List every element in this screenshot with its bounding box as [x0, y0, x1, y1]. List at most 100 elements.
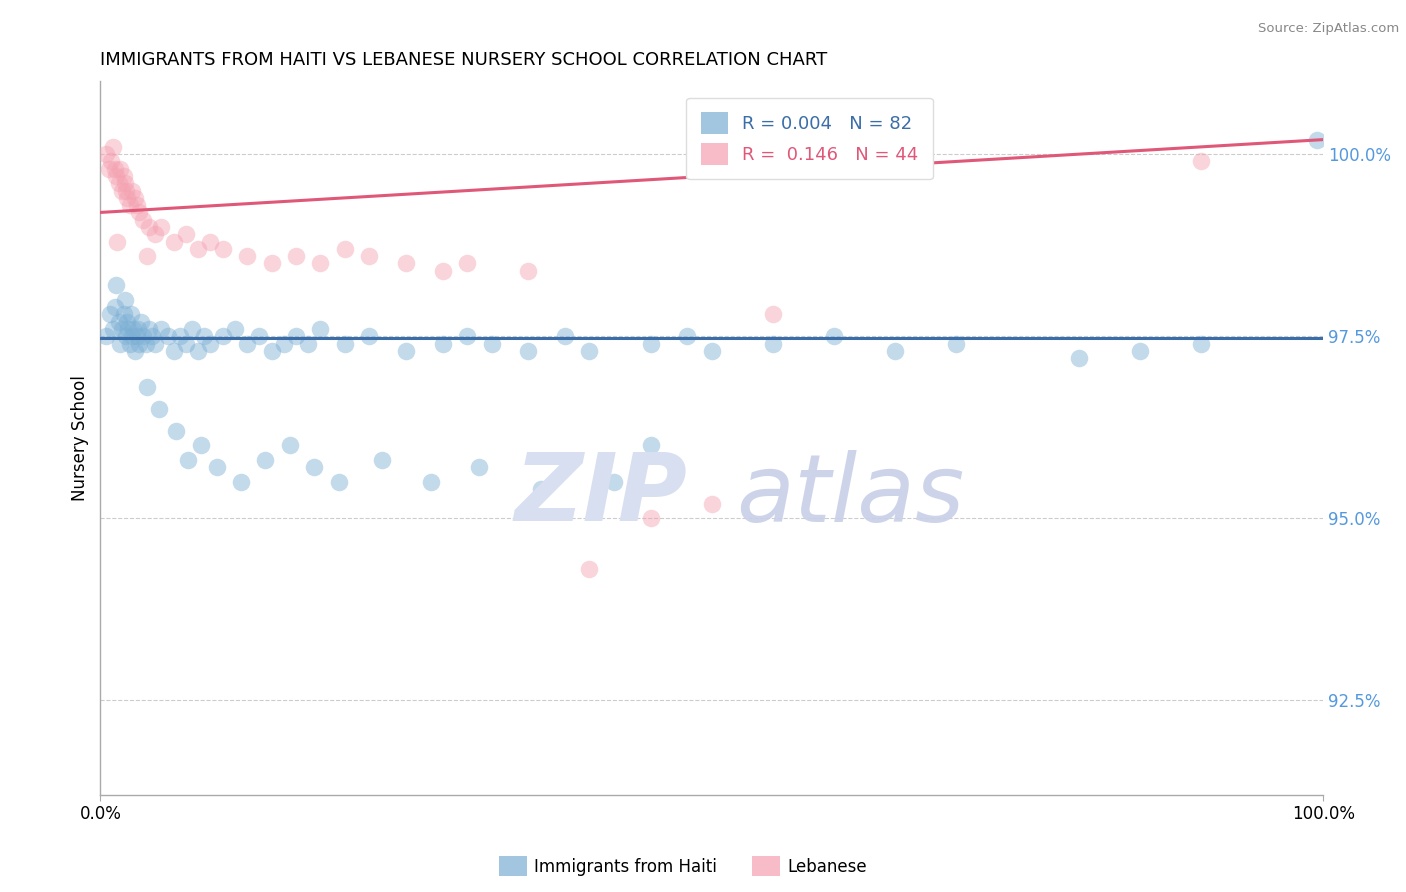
- Point: [823, 329, 845, 343]
- Point: [419, 475, 441, 489]
- Point: [100, 154, 122, 169]
- Point: [309, 256, 332, 270]
- Point: [135, 336, 157, 351]
- Point: [578, 562, 600, 576]
- Point: [118, 198, 141, 212]
- Point: [359, 329, 381, 343]
- Point: [328, 475, 350, 489]
- Text: ZIP: ZIP: [515, 450, 688, 541]
- Point: [529, 482, 551, 496]
- Point: [456, 329, 478, 343]
- Point: [125, 329, 148, 343]
- Point: [165, 424, 187, 438]
- Point: [120, 307, 142, 321]
- Point: [640, 336, 662, 351]
- Point: [117, 315, 139, 329]
- Point: [432, 263, 454, 277]
- Point: [432, 336, 454, 351]
- Point: [554, 329, 576, 343]
- Point: [138, 322, 160, 336]
- Point: [278, 438, 301, 452]
- Point: [96, 147, 118, 161]
- Point: [125, 198, 148, 212]
- Point: [1189, 154, 1212, 169]
- Point: [128, 336, 150, 351]
- Point: [135, 380, 157, 394]
- Point: [481, 336, 503, 351]
- Point: [141, 329, 163, 343]
- Point: [200, 336, 222, 351]
- Point: [112, 307, 135, 321]
- Point: [211, 329, 233, 343]
- Point: [762, 336, 785, 351]
- Text: Lebanese: Lebanese: [787, 858, 868, 876]
- Point: [224, 322, 246, 336]
- Point: [304, 460, 326, 475]
- Point: [603, 475, 626, 489]
- Point: [163, 235, 186, 249]
- Point: [104, 161, 127, 176]
- Text: IMMIGRANTS FROM HAITI VS LEBANESE NURSERY SCHOOL CORRELATION CHART: IMMIGRANTS FROM HAITI VS LEBANESE NURSER…: [100, 51, 828, 69]
- Point: [517, 263, 540, 277]
- Point: [105, 278, 128, 293]
- Point: [236, 336, 259, 351]
- Point: [107, 177, 129, 191]
- Point: [101, 140, 124, 154]
- Point: [370, 453, 392, 467]
- Point: [135, 249, 157, 263]
- Point: [640, 438, 662, 452]
- Point: [177, 453, 200, 467]
- Point: [124, 191, 146, 205]
- Point: [190, 438, 212, 452]
- Point: [700, 497, 723, 511]
- Point: [1129, 343, 1152, 358]
- Point: [117, 191, 139, 205]
- Point: [96, 329, 118, 343]
- Point: [156, 329, 179, 343]
- Point: [148, 402, 170, 417]
- Point: [98, 307, 121, 321]
- Point: [297, 336, 319, 351]
- Point: [111, 184, 134, 198]
- Point: [640, 511, 662, 525]
- Point: [205, 460, 228, 475]
- Point: [193, 329, 215, 343]
- Point: [115, 329, 138, 343]
- Point: [309, 322, 332, 336]
- Point: [200, 235, 222, 249]
- Point: [187, 242, 209, 256]
- Point: [468, 460, 491, 475]
- Point: [254, 453, 277, 467]
- Point: [676, 329, 699, 343]
- Point: [236, 249, 259, 263]
- Point: [260, 343, 283, 358]
- Point: [114, 177, 136, 191]
- Point: [163, 343, 186, 358]
- Point: [132, 329, 155, 343]
- Point: [145, 336, 167, 351]
- Point: [187, 343, 209, 358]
- Point: [112, 169, 135, 183]
- Point: [945, 336, 967, 351]
- Point: [117, 322, 139, 336]
- Point: [108, 336, 131, 351]
- Point: [128, 205, 150, 219]
- Point: [97, 161, 120, 176]
- Point: [129, 315, 152, 329]
- Point: [273, 336, 295, 351]
- Point: [150, 219, 173, 234]
- Point: [1189, 336, 1212, 351]
- Point: [111, 322, 134, 336]
- Point: [700, 343, 723, 358]
- Point: [517, 343, 540, 358]
- Point: [105, 169, 128, 183]
- Point: [884, 343, 907, 358]
- Point: [145, 227, 167, 242]
- Point: [247, 329, 270, 343]
- Point: [127, 322, 149, 336]
- Point: [229, 475, 252, 489]
- Point: [1067, 351, 1090, 365]
- Point: [285, 249, 308, 263]
- Point: [333, 336, 356, 351]
- Legend: R = 0.004   N = 82, R =  0.146   N = 44: R = 0.004 N = 82, R = 0.146 N = 44: [686, 97, 934, 179]
